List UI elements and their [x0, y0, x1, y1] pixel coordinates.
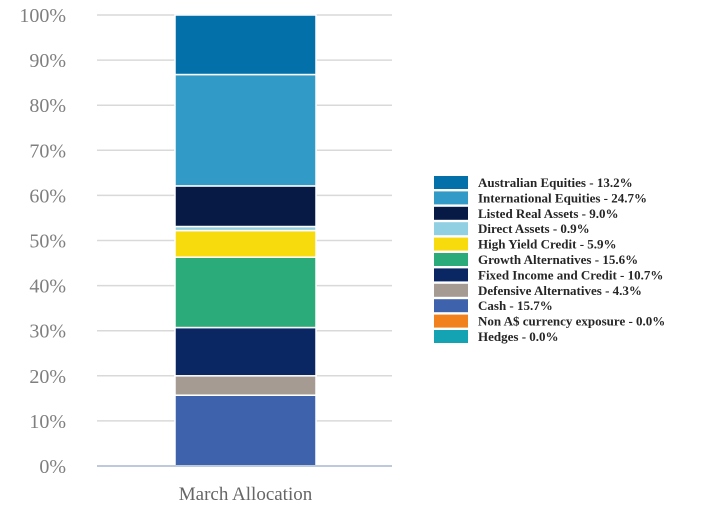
y-tick-label: 90% [29, 50, 66, 72]
category-label: March Allocation [179, 484, 313, 505]
bar-segment-international-equities [174, 73, 317, 187]
legend-label: Listed Real Assets - 9.0% [478, 206, 618, 221]
legend-item-australian-equities: Australian Equities - 13.2% [434, 175, 633, 190]
y-tick-label: 20% [29, 366, 66, 388]
y-tick-label: 60% [29, 185, 66, 207]
legend-swatch [434, 299, 468, 313]
legend-swatch [434, 206, 468, 220]
legend-label: Defensive Alternatives - 4.3% [478, 283, 642, 298]
legend-label: Australian Equities - 13.2% [478, 175, 633, 190]
legend-swatch [434, 268, 468, 282]
legend-item-hedges: Hedges - 0.0% [434, 329, 559, 344]
legend-item-cash: Cash - 15.7% [434, 298, 553, 313]
legend-swatch [434, 176, 468, 189]
legend-swatch [434, 191, 468, 205]
bar-segments [174, 14, 317, 467]
y-tick-label: 50% [29, 231, 66, 253]
y-tick-label: 70% [29, 140, 66, 162]
legend-item-international-equities: International Equities - 24.7% [434, 190, 647, 205]
bar-segment-australian-equities [174, 14, 317, 76]
legend-label: High Yield Credit - 5.9% [478, 237, 617, 252]
legend-item-direct-assets: Direct Assets - 0.9% [434, 221, 590, 236]
legend-swatch [434, 222, 468, 236]
bar-segment-listed-real-assets [174, 185, 317, 228]
y-axis-tick-labels: 0% 10% 20% 30% 40% 50% 60% 70% 80% 90% 100% [19, 5, 66, 478]
bar-segment-high-yield-credit [174, 229, 317, 258]
y-tick-label: 10% [29, 411, 66, 433]
legend-item-listed-real-assets: Listed Real Assets - 9.0% [434, 206, 618, 221]
bar-segment-cash [174, 394, 317, 467]
y-tick-label: 40% [29, 276, 66, 298]
legend-swatch [434, 253, 468, 266]
legend-item-growth-alternatives: Growth Alternatives - 15.6% [434, 252, 638, 267]
legend-label: Direct Assets - 0.9% [478, 221, 590, 236]
legend-label: International Equities - 24.7% [478, 190, 647, 205]
y-tick-label: 100% [19, 5, 66, 27]
legend-swatch [434, 314, 468, 328]
y-tick-label: 0% [39, 456, 66, 478]
legend-item-fixed-income-and-credit: Fixed Income and Credit - 10.7% [434, 267, 663, 282]
legend-item-high-yield-credit: High Yield Credit - 5.9% [434, 237, 617, 252]
y-tick-label: 80% [29, 95, 66, 117]
legend: Australian Equities - 13.2%International… [434, 175, 665, 344]
legend-label: Growth Alternatives - 15.6% [478, 252, 638, 267]
legend-label: Fixed Income and Credit - 10.7% [478, 267, 663, 282]
legend-swatch [434, 283, 468, 297]
bar-segment-defensive-alternatives [174, 375, 317, 396]
legend-swatch [434, 237, 468, 251]
bar-segment-growth-alternatives [174, 256, 317, 329]
legend-label: Non A$ currency exposure - 0.0% [478, 314, 665, 329]
legend-swatch [434, 330, 468, 343]
y-tick-label: 30% [29, 321, 66, 343]
legend-label: Hedges - 0.0% [478, 329, 559, 344]
bar-segment-fixed-income-and-credit [174, 326, 317, 377]
legend-item-defensive-alternatives: Defensive Alternatives - 4.3% [434, 283, 642, 298]
legend-item-non-a-currency-exposure: Non A$ currency exposure - 0.0% [434, 314, 665, 329]
legend-label: Cash - 15.7% [478, 298, 553, 313]
